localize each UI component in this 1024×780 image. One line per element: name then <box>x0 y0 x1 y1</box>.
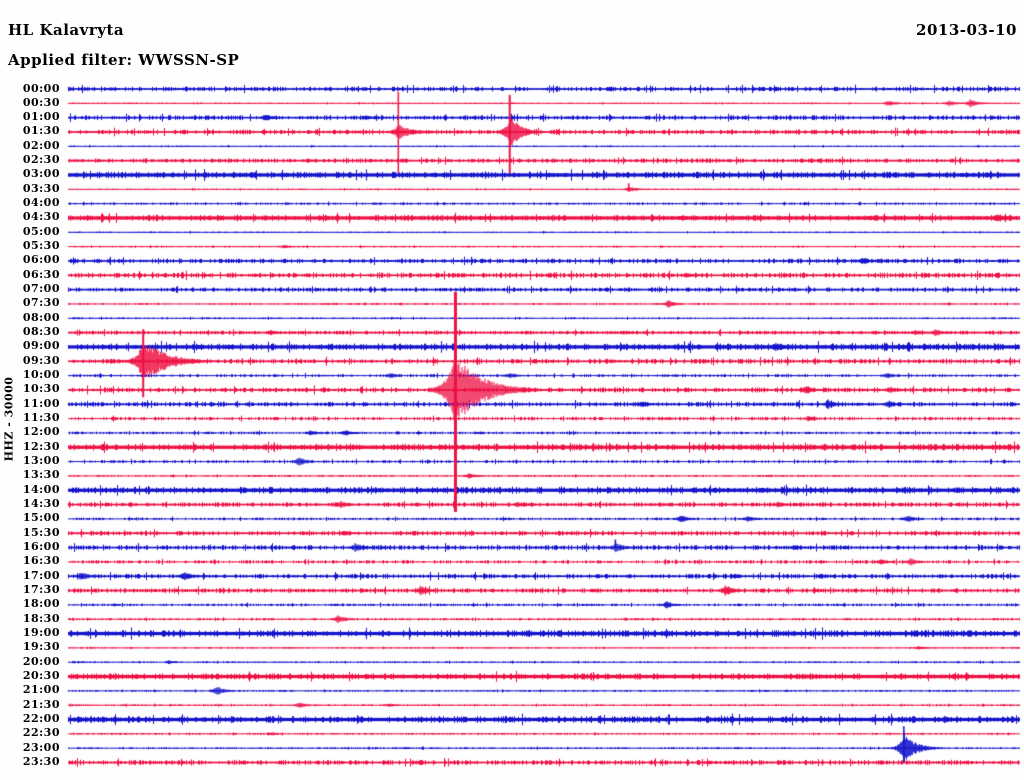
helicorder-canvas <box>0 0 1024 780</box>
helicorder-page: HL Kalavryta 2013-03-10 Applied filter: … <box>0 0 1024 780</box>
